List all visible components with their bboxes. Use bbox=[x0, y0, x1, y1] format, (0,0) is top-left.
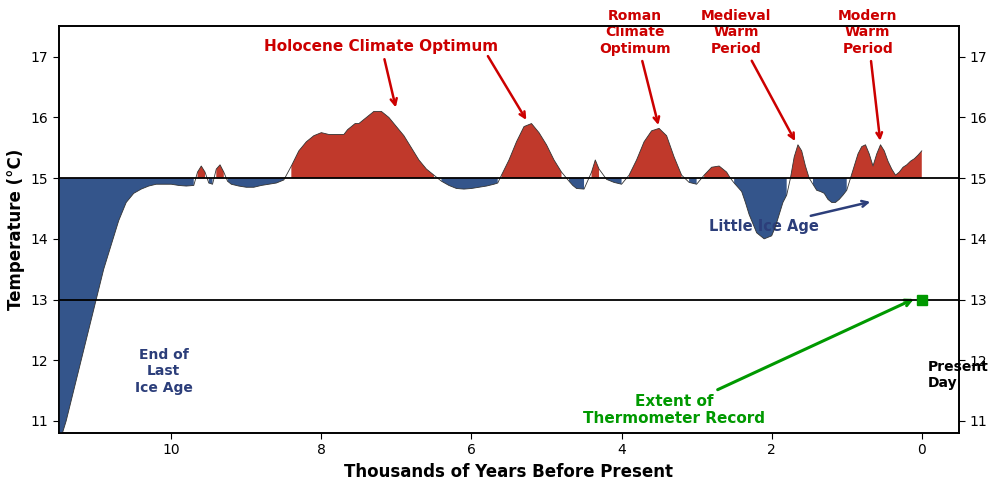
Y-axis label: Temperature (°C): Temperature (°C) bbox=[7, 149, 25, 310]
Text: End of
Last
Ice Age: End of Last Ice Age bbox=[135, 348, 193, 394]
Text: Little Ice Age: Little Ice Age bbox=[709, 201, 868, 234]
Text: Holocene Climate Optimum: Holocene Climate Optimum bbox=[264, 39, 498, 105]
Text: Modern
Warm
Period: Modern Warm Period bbox=[838, 9, 897, 138]
Text: Roman
Climate
Optimum: Roman Climate Optimum bbox=[599, 9, 671, 122]
X-axis label: Thousands of Years Before Present: Thousands of Years Before Present bbox=[344, 463, 673, 481]
Text: Present
Day: Present Day bbox=[928, 360, 989, 390]
Text: Extent of
Thermometer Record: Extent of Thermometer Record bbox=[583, 300, 911, 426]
Text: Medieval
Warm
Period: Medieval Warm Period bbox=[701, 9, 794, 139]
